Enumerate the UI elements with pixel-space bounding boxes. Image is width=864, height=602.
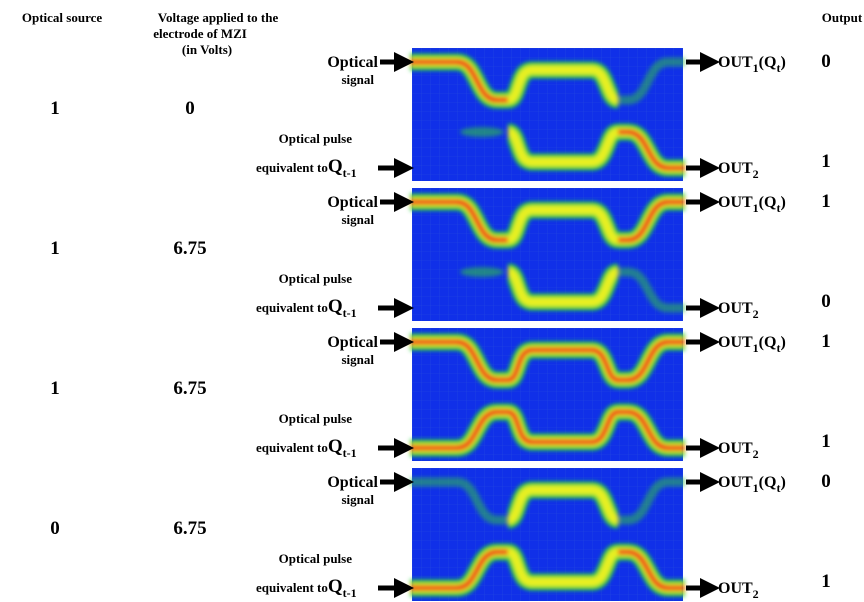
label-part: ) — [780, 334, 785, 351]
label-part: Q — [328, 576, 343, 597]
voltage-value: 0 — [185, 98, 195, 119]
label-part: (Q — [759, 474, 777, 491]
label-part: OUT — [718, 54, 753, 71]
blob — [460, 267, 504, 277]
pulse-label: Optical pulse — [279, 131, 353, 146]
subscript: 2 — [753, 167, 759, 181]
subscript: t-1 — [343, 166, 357, 180]
pulse-label: Optical pulse — [279, 411, 353, 426]
output-value: 1 — [821, 571, 831, 592]
output-value: 1 — [821, 151, 831, 172]
bpm-panel — [410, 468, 685, 601]
label: equivalent toQt-1 — [256, 296, 357, 320]
header-voltage: electrode of MZI — [153, 26, 247, 41]
bpm-panel — [410, 188, 685, 321]
output-value: 1 — [821, 191, 831, 212]
signal-label: Optical — [327, 54, 378, 71]
label: OUT2 — [718, 160, 759, 181]
figure: Optical source Voltage applied to the el… — [0, 0, 864, 602]
label-part: OUT — [718, 440, 753, 457]
voltage-value: 6.75 — [173, 378, 206, 399]
label-part: Q — [328, 156, 343, 177]
label-part: (Q — [759, 194, 777, 211]
label: OUT2 — [718, 440, 759, 461]
label-part: OUT — [718, 160, 753, 177]
label: OUT1(Qt) — [718, 54, 786, 75]
label-part: equivalent to — [256, 300, 328, 315]
label-part: equivalent to — [256, 440, 328, 455]
subscript: t-1 — [343, 446, 357, 460]
output-value: 0 — [821, 291, 831, 312]
source-value: 1 — [50, 238, 60, 259]
label: OUT1(Qt) — [718, 194, 786, 215]
label-part: equivalent to — [256, 160, 328, 175]
signal-label: Optical — [327, 334, 378, 351]
signal-label: Optical — [327, 194, 378, 211]
output-value: 1 — [821, 431, 831, 452]
pulse-label: Optical pulse — [279, 271, 353, 286]
voltage-value: 6.75 — [173, 518, 206, 539]
bpm-panel — [410, 48, 685, 181]
label-part: ) — [780, 194, 785, 211]
label-part: equivalent to — [256, 580, 328, 595]
subscript: 2 — [753, 447, 759, 461]
label-part: (Q — [759, 54, 777, 71]
voltage-value: 6.75 — [173, 238, 206, 259]
label-part: OUT — [718, 580, 753, 597]
label: OUT2 — [718, 300, 759, 321]
label-part: (Q — [759, 334, 777, 351]
source-value: 1 — [50, 378, 60, 399]
source-value: 0 — [50, 518, 60, 539]
subscript: 2 — [753, 307, 759, 321]
label: equivalent toQt-1 — [256, 156, 357, 180]
header-source: Optical source — [22, 10, 103, 25]
signal-label: signal — [341, 212, 374, 227]
bpm-panel — [410, 328, 685, 461]
output-value: 1 — [821, 331, 831, 352]
header-voltage: Voltage applied to the — [158, 10, 279, 25]
source-value: 1 — [50, 98, 60, 119]
label-part: OUT — [718, 300, 753, 317]
subscript: 2 — [753, 587, 759, 601]
label-part: OUT — [718, 194, 753, 211]
subscript: t-1 — [343, 306, 357, 320]
header-output: Output — [822, 10, 863, 25]
signal-label: signal — [341, 352, 374, 367]
label-part: OUT — [718, 334, 753, 351]
signal-label: signal — [341, 72, 374, 87]
label: OUT1(Qt) — [718, 334, 786, 355]
signal-label: signal — [341, 492, 374, 507]
label-part: Q — [328, 296, 343, 317]
label: OUT2 — [718, 580, 759, 601]
output-value: 0 — [821, 51, 831, 72]
label-part: ) — [780, 474, 785, 491]
label-part: OUT — [718, 474, 753, 491]
pulse-label: Optical pulse — [279, 551, 353, 566]
label: equivalent toQt-1 — [256, 436, 357, 460]
label-part: Q — [328, 436, 343, 457]
label: equivalent toQt-1 — [256, 576, 357, 600]
signal-label: Optical — [327, 474, 378, 491]
subscript: t-1 — [343, 586, 357, 600]
blob — [460, 127, 504, 137]
output-value: 0 — [821, 471, 831, 492]
header-voltage: (in Volts) — [182, 42, 232, 57]
label-part: ) — [780, 54, 785, 71]
label: OUT1(Qt) — [718, 474, 786, 495]
